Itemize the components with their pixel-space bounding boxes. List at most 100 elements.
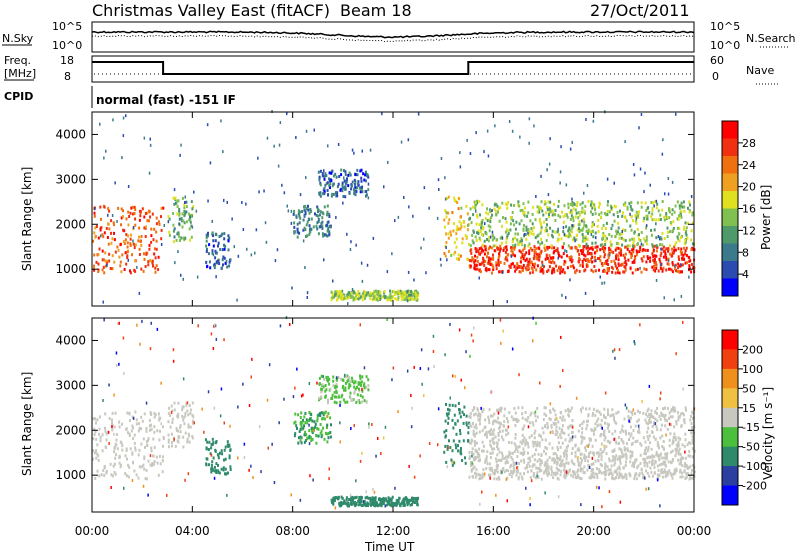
echo-cell bbox=[455, 232, 458, 236]
echo-cell bbox=[626, 247, 629, 251]
echo-cell bbox=[540, 225, 543, 229]
echo-cell bbox=[638, 250, 641, 253]
noise-cell bbox=[609, 253, 611, 257]
x-tick-label: 08:00 bbox=[275, 524, 310, 538]
echo-cell bbox=[138, 426, 141, 430]
echo-cell bbox=[556, 471, 559, 475]
echo-cell bbox=[568, 424, 571, 428]
echo-cell bbox=[113, 238, 116, 242]
echo-cell bbox=[319, 423, 322, 426]
noise-cell bbox=[641, 400, 643, 404]
echo-cell bbox=[615, 253, 618, 257]
echo-cell bbox=[330, 194, 333, 198]
echo-cell bbox=[326, 378, 329, 382]
echo-cell bbox=[636, 420, 639, 423]
echo-cell bbox=[478, 252, 481, 256]
echo-cell bbox=[602, 236, 605, 240]
noise-cell bbox=[278, 421, 280, 425]
echo-cell bbox=[581, 201, 584, 205]
echo-cell bbox=[664, 424, 667, 428]
echo-cell bbox=[499, 469, 502, 473]
colorbar-tick-label: 28 bbox=[742, 137, 756, 150]
echo-cell bbox=[120, 270, 123, 274]
noise-cell bbox=[391, 252, 393, 256]
echo-cell bbox=[328, 382, 331, 386]
echo-cell bbox=[543, 265, 545, 269]
echo-cell bbox=[517, 406, 520, 410]
echo-cell bbox=[154, 413, 157, 417]
echo-cell bbox=[131, 415, 134, 419]
echo-cell bbox=[510, 248, 513, 252]
echo-cell bbox=[682, 418, 685, 422]
echo-cell bbox=[340, 500, 343, 504]
echo-cell bbox=[498, 477, 501, 481]
echo-cell bbox=[103, 231, 106, 235]
echo-cell bbox=[661, 269, 664, 273]
echo-cell bbox=[473, 407, 475, 410]
echo-cell bbox=[302, 218, 305, 222]
echo-cell bbox=[675, 443, 678, 447]
echo-cell bbox=[546, 458, 549, 462]
echo-cell bbox=[506, 460, 509, 464]
echo-cell bbox=[371, 292, 374, 296]
echo-cell bbox=[472, 466, 475, 470]
echo-cell bbox=[579, 467, 582, 470]
echo-cell bbox=[665, 258, 668, 262]
noise-cell bbox=[595, 485, 598, 489]
noise-cell bbox=[392, 366, 395, 370]
echo-cell bbox=[144, 235, 147, 238]
echo-cell bbox=[604, 234, 607, 238]
echo-cell bbox=[685, 233, 688, 237]
echo-cell bbox=[495, 441, 498, 445]
noise-cell bbox=[577, 456, 579, 459]
echo-cell bbox=[683, 464, 686, 468]
noise-cell bbox=[195, 209, 198, 213]
echo-cell bbox=[491, 422, 494, 426]
echo-cell bbox=[146, 211, 149, 215]
echo-cell bbox=[593, 265, 596, 268]
echo-cell bbox=[345, 178, 348, 182]
echo-cell bbox=[307, 418, 310, 422]
echo-cell bbox=[145, 469, 148, 472]
echo-cell bbox=[294, 432, 297, 436]
echo-cell bbox=[555, 429, 558, 433]
echo-cell bbox=[519, 451, 522, 455]
echo-cell bbox=[551, 271, 553, 275]
echo-cell bbox=[651, 458, 654, 462]
echo-cell bbox=[593, 203, 596, 207]
echo-cell bbox=[639, 462, 642, 465]
echo-cell bbox=[571, 470, 574, 474]
echo-cell bbox=[468, 456, 471, 459]
echo-cell bbox=[360, 168, 363, 172]
echo-cell bbox=[218, 471, 221, 475]
echo-cell bbox=[672, 406, 674, 410]
echo-cell bbox=[594, 422, 597, 426]
echo-cell bbox=[624, 268, 627, 272]
echo-cell bbox=[358, 498, 361, 502]
echo-cell bbox=[157, 220, 160, 224]
noise-cell bbox=[193, 421, 195, 425]
echo-cell bbox=[549, 210, 552, 214]
echo-cell bbox=[590, 200, 593, 204]
echo-cell bbox=[161, 459, 164, 463]
echo-cell bbox=[543, 449, 545, 453]
echo-cell bbox=[628, 238, 631, 242]
echo-cell bbox=[484, 260, 487, 263]
echo-cell bbox=[112, 464, 115, 468]
echo-cell bbox=[624, 228, 627, 232]
noise-cell bbox=[273, 144, 275, 148]
echo-cell bbox=[445, 211, 448, 215]
noise-cell bbox=[213, 476, 216, 480]
echo-cell bbox=[667, 262, 670, 266]
noise-cell bbox=[475, 131, 477, 135]
echo-cell bbox=[461, 241, 464, 245]
noise-cell bbox=[432, 334, 435, 338]
echo-cell bbox=[662, 470, 665, 474]
echo-cell bbox=[219, 451, 221, 455]
echo-cell bbox=[520, 237, 523, 241]
echo-cell bbox=[642, 473, 645, 477]
echo-cell bbox=[659, 266, 662, 270]
echo-cell bbox=[665, 419, 668, 423]
echo-cell bbox=[293, 421, 296, 425]
noise-cell bbox=[365, 490, 367, 494]
